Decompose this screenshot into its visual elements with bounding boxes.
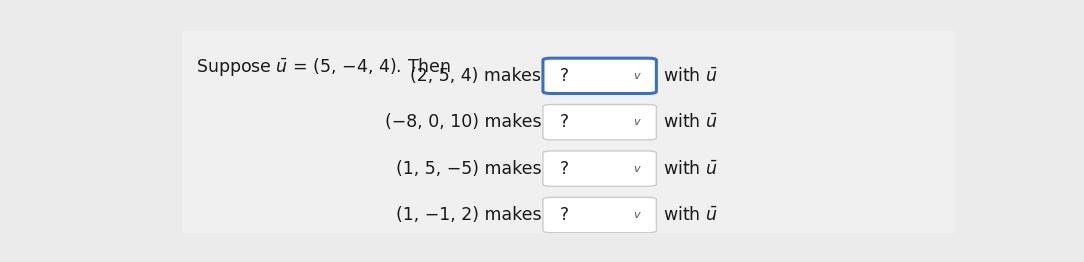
Text: (1, 5, −5) makes: (1, 5, −5) makes — [396, 160, 541, 178]
FancyBboxPatch shape — [543, 105, 656, 140]
Text: (2, 5, 4) makes: (2, 5, 4) makes — [410, 67, 541, 85]
Text: Suppose $\bar{u}$ = (5, −4, 4). Then: Suppose $\bar{u}$ = (5, −4, 4). Then — [196, 56, 451, 78]
FancyBboxPatch shape — [543, 58, 656, 94]
Text: v: v — [633, 71, 640, 81]
Text: with $\bar{u}$: with $\bar{u}$ — [663, 113, 718, 131]
Text: ?: ? — [559, 67, 569, 85]
Text: v: v — [633, 210, 640, 220]
Text: ?: ? — [559, 113, 569, 131]
Text: v: v — [633, 164, 640, 174]
FancyBboxPatch shape — [543, 151, 656, 186]
Text: ?: ? — [559, 206, 569, 224]
Text: (1, −1, 2) makes: (1, −1, 2) makes — [396, 206, 541, 224]
Text: ?: ? — [559, 160, 569, 178]
Text: (−8, 0, 10) makes: (−8, 0, 10) makes — [385, 113, 541, 131]
FancyBboxPatch shape — [182, 31, 955, 233]
Text: with $\bar{u}$: with $\bar{u}$ — [663, 67, 718, 85]
Text: with $\bar{u}$: with $\bar{u}$ — [663, 160, 718, 178]
FancyBboxPatch shape — [543, 197, 656, 233]
Text: v: v — [633, 117, 640, 127]
Text: with $\bar{u}$: with $\bar{u}$ — [663, 206, 718, 224]
